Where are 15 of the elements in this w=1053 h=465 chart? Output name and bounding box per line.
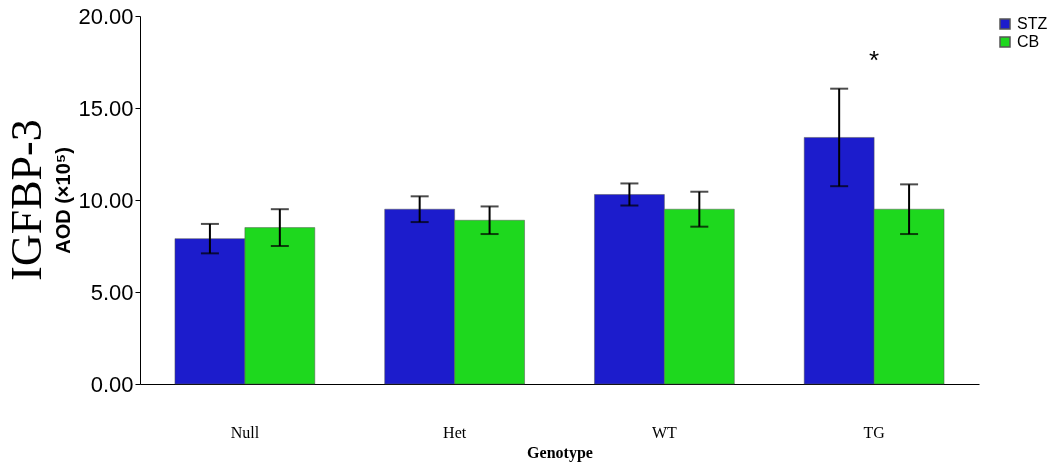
annotation: * (869, 45, 880, 75)
y-tick-label: 10.00 (78, 187, 134, 213)
x-tick-label: TG (863, 423, 886, 441)
y-tick-label: 0.00 (90, 371, 134, 397)
x-tick-label: Null (230, 423, 260, 441)
y-axis-title: AOD (×10⁵) (52, 147, 75, 254)
x-tick-label: Het (443, 423, 467, 441)
legend-label: CB (1017, 33, 1040, 50)
legend-label: STZ (1017, 15, 1048, 32)
y-tick-label: 20.00 (78, 3, 134, 29)
text: IGFBP-3 (1, 119, 51, 281)
y-tick-label: 5.00 (90, 279, 134, 305)
x-tick-label: WT (651, 423, 678, 441)
x-axis-title: Genotype (527, 443, 593, 462)
y-tick-label: 15.00 (78, 95, 134, 121)
